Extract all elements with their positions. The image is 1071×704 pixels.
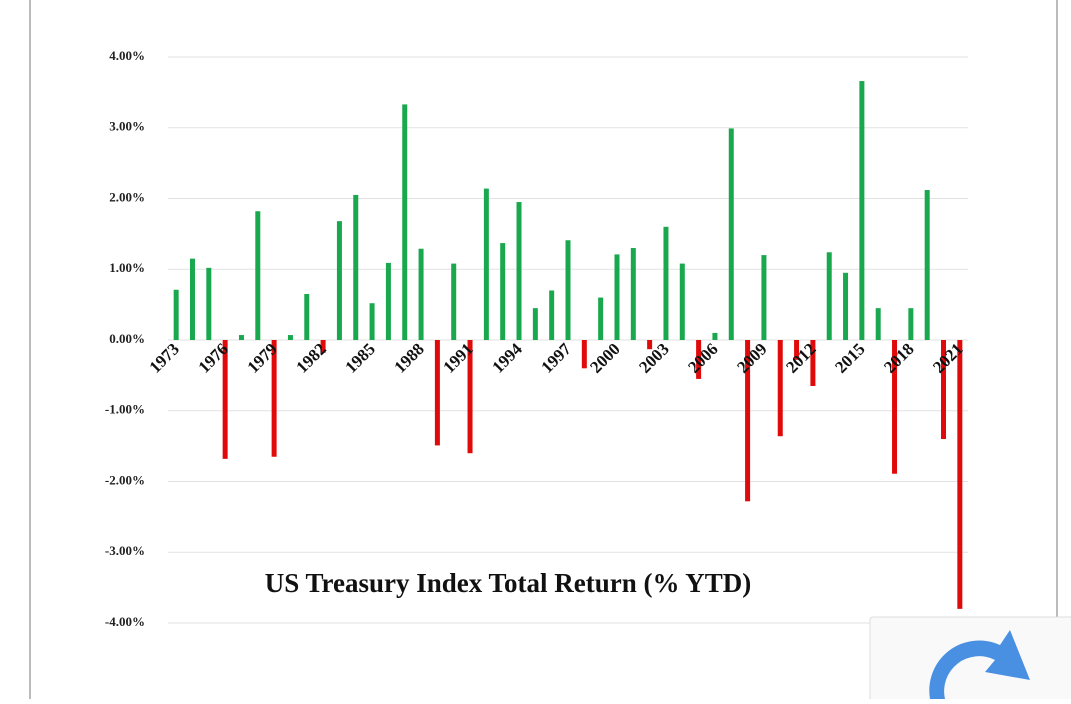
bar — [614, 254, 620, 340]
x-tick-label: 1985 — [341, 339, 378, 376]
bar — [255, 211, 261, 340]
bar — [336, 221, 342, 340]
recaptcha-badge[interactable] — [869, 616, 1071, 704]
badge-box — [869, 616, 1071, 704]
bar — [287, 335, 293, 340]
y-tick-label: -1.00% — [105, 402, 145, 417]
x-tick-label: 2003 — [635, 339, 672, 376]
x-tick-label: 2018 — [880, 339, 917, 376]
bar — [810, 340, 816, 386]
bar — [173, 289, 179, 340]
bar — [516, 202, 522, 340]
bar — [581, 340, 587, 369]
bar — [696, 340, 702, 379]
x-tick-label: 1988 — [390, 339, 427, 376]
y-tick-label: -3.00% — [105, 543, 145, 558]
bar — [777, 340, 783, 437]
bar — [353, 194, 359, 340]
bar — [957, 340, 963, 609]
bar — [565, 240, 571, 340]
bar — [875, 308, 881, 340]
x-tick-label: 2000 — [586, 339, 623, 376]
bar — [794, 340, 800, 360]
bar — [369, 303, 375, 340]
bar — [271, 340, 277, 457]
bar — [402, 104, 408, 340]
y-tick-label: 2.00% — [109, 189, 145, 204]
badge-icon — [929, 630, 1030, 699]
y-tick-label: -4.00% — [105, 614, 145, 629]
y-tick-label: 3.00% — [109, 119, 145, 134]
bar — [663, 226, 669, 340]
bar — [222, 340, 228, 459]
y-tick-label: 1.00% — [109, 260, 145, 275]
bar — [941, 340, 947, 440]
bar — [500, 243, 506, 340]
bar — [826, 252, 832, 340]
bar — [712, 332, 718, 340]
bar — [892, 340, 898, 474]
bar — [238, 335, 244, 340]
x-tick-label: 2009 — [733, 339, 770, 376]
chart-title: US Treasury Index Total Return (% YTD) — [265, 568, 752, 598]
bar — [745, 340, 751, 502]
y-tick-label: -2.00% — [105, 472, 145, 487]
bar — [206, 267, 212, 340]
plot: -4.00% -3.00% -2.00% -1.00% 0.00% 1.00% 2.00% 3… — [105, 48, 968, 629]
bar — [647, 340, 653, 350]
bar — [908, 308, 914, 340]
x-tick-label: 2006 — [684, 339, 721, 376]
bar — [761, 255, 767, 340]
bar — [304, 294, 310, 340]
x-tick-label: 1994 — [488, 339, 526, 377]
bar — [451, 263, 457, 340]
x-tick-label: 1997 — [537, 339, 575, 377]
bar — [728, 128, 734, 340]
x-tick-label: 1973 — [146, 339, 183, 376]
bar — [679, 263, 685, 340]
bar — [549, 290, 555, 340]
y-tick-label: 0.00% — [109, 331, 145, 346]
bar — [467, 340, 473, 454]
bar — [630, 248, 636, 340]
bar — [859, 81, 865, 341]
bar — [532, 308, 538, 340]
bar — [483, 188, 489, 340]
y-tick-label: 4.00% — [109, 48, 145, 63]
x-tick-label: 2015 — [831, 339, 868, 376]
bar — [385, 262, 391, 340]
bar — [434, 340, 440, 446]
bar — [418, 248, 424, 340]
bar — [843, 272, 849, 340]
bar — [598, 297, 604, 340]
bar — [320, 340, 326, 353]
bar — [924, 190, 930, 340]
bar — [189, 258, 195, 340]
